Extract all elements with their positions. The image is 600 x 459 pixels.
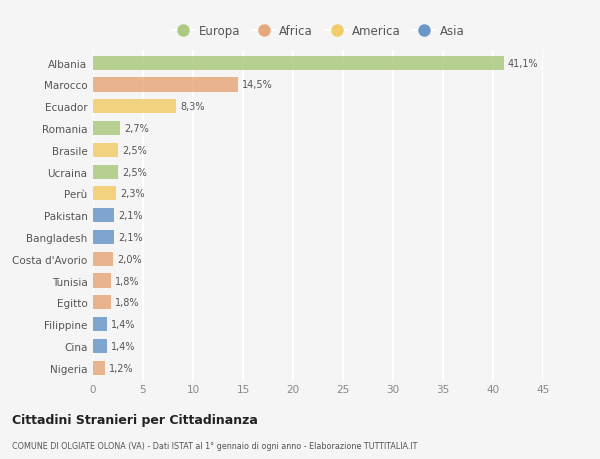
Text: 2,1%: 2,1% (118, 211, 143, 221)
Bar (93, 78, 238, 92)
Text: 2,3%: 2,3% (120, 189, 145, 199)
Bar (93, 317, 107, 331)
Bar (93, 209, 114, 223)
Bar (93, 56, 504, 71)
Text: 1,2%: 1,2% (109, 363, 134, 373)
Text: 1,4%: 1,4% (111, 341, 136, 351)
Bar (93, 361, 105, 375)
Text: 41,1%: 41,1% (508, 59, 539, 68)
Bar (93, 252, 113, 266)
Bar (93, 296, 111, 310)
Text: 1,4%: 1,4% (111, 319, 136, 330)
Text: COMUNE DI OLGIATE OLONA (VA) - Dati ISTAT al 1° gennaio di ogni anno - Elaborazi: COMUNE DI OLGIATE OLONA (VA) - Dati ISTA… (12, 441, 418, 450)
Text: 1,8%: 1,8% (115, 276, 139, 286)
Text: 8,3%: 8,3% (180, 102, 205, 112)
Text: 2,7%: 2,7% (124, 124, 149, 134)
Bar (93, 339, 107, 353)
Bar (93, 187, 116, 201)
Text: 2,0%: 2,0% (117, 254, 142, 264)
Bar (93, 274, 111, 288)
Text: 2,5%: 2,5% (122, 167, 147, 177)
Bar (93, 122, 120, 136)
Text: 1,8%: 1,8% (115, 298, 139, 308)
Bar (93, 100, 176, 114)
Legend: Europa, Africa, America, Asia: Europa, Africa, America, Asia (172, 25, 464, 38)
Text: 14,5%: 14,5% (242, 80, 273, 90)
Text: 2,1%: 2,1% (118, 232, 143, 242)
Bar (93, 143, 118, 157)
Text: 2,5%: 2,5% (122, 146, 147, 156)
Text: Cittadini Stranieri per Cittadinanza: Cittadini Stranieri per Cittadinanza (12, 413, 258, 426)
Bar (93, 165, 118, 179)
Bar (93, 230, 114, 245)
